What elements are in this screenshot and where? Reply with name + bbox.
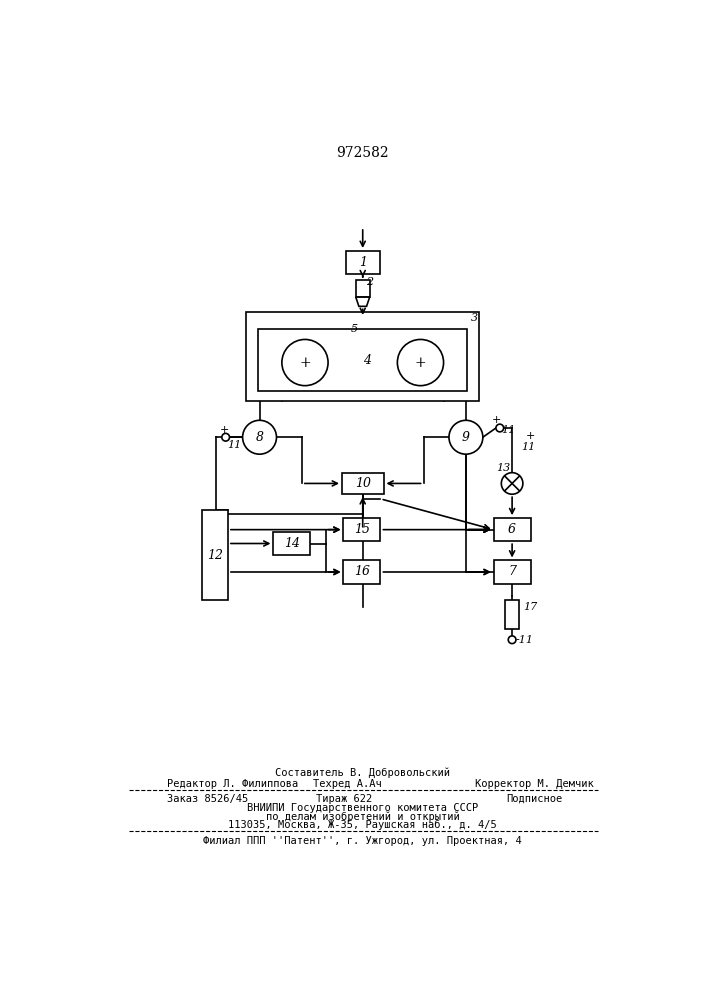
Text: 17: 17	[523, 602, 537, 612]
Bar	[201, 510, 228, 600]
Text: 972582: 972582	[337, 146, 389, 160]
Text: 8: 8	[255, 431, 264, 444]
Text: 1: 1	[358, 256, 367, 269]
Text: Подписное: Подписное	[506, 794, 562, 804]
Text: 14: 14	[284, 537, 300, 550]
Text: -11: -11	[516, 635, 534, 645]
Text: Заказ 8526/45: Заказ 8526/45	[167, 794, 248, 804]
Circle shape	[222, 433, 230, 441]
Bar	[258, 329, 467, 391]
Text: 13: 13	[497, 463, 511, 473]
Bar	[356, 280, 370, 297]
Circle shape	[501, 473, 523, 494]
Text: ВНИИПИ Государственного комитета СССР: ВНИИПИ Государственного комитета СССР	[247, 803, 479, 813]
Bar	[274, 532, 310, 555]
Bar	[346, 251, 380, 274]
Circle shape	[496, 424, 503, 432]
Text: Редактор Л. Филиппова: Редактор Л. Филиппова	[167, 779, 298, 789]
Text: Техред А.Ач: Техред А.Ач	[313, 779, 382, 789]
Text: 6: 6	[508, 523, 516, 536]
Circle shape	[397, 339, 443, 386]
Text: +: +	[526, 431, 535, 441]
Circle shape	[508, 636, 516, 644]
Text: +: +	[415, 356, 426, 370]
Text: 15: 15	[354, 523, 370, 536]
Text: 16: 16	[354, 565, 370, 578]
Bar	[344, 560, 380, 584]
Text: 10: 10	[355, 477, 370, 490]
Text: Тираж 622: Тираж 622	[316, 794, 373, 804]
Circle shape	[282, 339, 328, 386]
Text: 11: 11	[501, 425, 515, 435]
Bar	[506, 600, 519, 629]
Text: Составитель В. Добровольский: Составитель В. Добровольский	[275, 768, 450, 778]
Text: 5: 5	[351, 324, 358, 334]
Bar	[341, 473, 384, 494]
Text: 3: 3	[472, 313, 479, 323]
Bar	[344, 518, 380, 541]
Bar	[247, 312, 479, 401]
Text: 11: 11	[521, 442, 536, 452]
Text: 12: 12	[207, 549, 223, 562]
Text: 2: 2	[366, 277, 373, 287]
Text: Корректор М. Демчик: Корректор М. Демчик	[475, 779, 594, 789]
Circle shape	[449, 420, 483, 454]
Bar	[493, 560, 530, 584]
Text: 4: 4	[363, 354, 370, 367]
Text: 113035, Москва, Ж-35, Раушская наб., д. 4/5: 113035, Москва, Ж-35, Раушская наб., д. …	[228, 820, 497, 830]
Text: +: +	[299, 356, 311, 370]
Circle shape	[243, 420, 276, 454]
Text: +: +	[219, 425, 229, 435]
Text: 9: 9	[462, 431, 470, 444]
Text: Филиал ППП ''Патент'', г. Ужгород, ул. Проектная, 4: Филиал ППП ''Патент'', г. Ужгород, ул. П…	[204, 836, 522, 846]
Bar	[493, 518, 530, 541]
Text: 7: 7	[508, 565, 516, 578]
Text: 11: 11	[227, 440, 242, 450]
Text: по делам изобретений и открытий: по делам изобретений и открытий	[266, 812, 460, 822]
Text: +: +	[492, 415, 501, 425]
Polygon shape	[356, 297, 370, 306]
